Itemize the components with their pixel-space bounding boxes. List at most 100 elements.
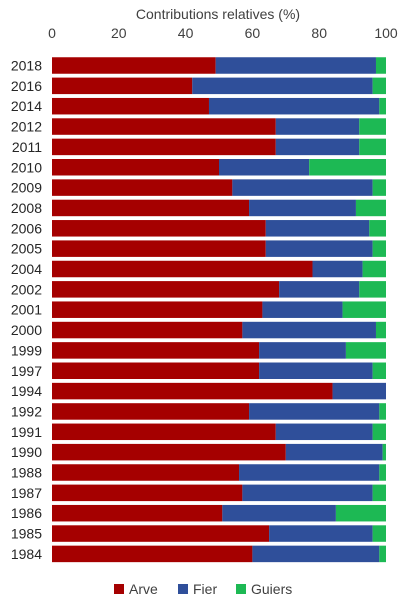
bar-segment-fier <box>259 342 346 359</box>
category-label: 1988 <box>11 465 42 481</box>
bar-segment-arve <box>52 138 276 156</box>
bar-segment-guiers <box>342 301 386 318</box>
bar-segment-fier <box>265 240 373 257</box>
x-tick-label: 40 <box>178 25 194 41</box>
bar-segment-guiers <box>309 159 386 176</box>
x-tick-label: 20 <box>111 25 127 41</box>
legend-swatch <box>178 584 188 594</box>
bar-segment-arve <box>52 525 270 542</box>
bar-segment-arve <box>52 281 280 298</box>
x-axis-ticks: 0 20 40 60 80 100 <box>48 25 398 41</box>
bar-segment-arve <box>52 199 250 217</box>
bar-segment-fier <box>279 281 360 298</box>
bar-segment-arve <box>52 464 240 481</box>
bar-segment-guiers <box>362 260 386 278</box>
bar-segment-arve <box>52 362 260 379</box>
category-label: 1991 <box>11 424 42 440</box>
bar-segment-guiers <box>359 281 386 298</box>
bar-segment-fier <box>275 118 360 135</box>
bar-segment-guiers <box>369 220 386 237</box>
bar-segment-guiers <box>355 199 386 217</box>
bar-segment-fier <box>269 525 373 542</box>
bar-segment-arve <box>52 97 209 115</box>
bar-segment-guiers <box>359 118 386 135</box>
bar-segment-guiers <box>372 423 386 441</box>
bar-segment-guiers <box>359 138 386 156</box>
bar-segment-arve <box>52 504 223 522</box>
bar-segment-fier <box>242 484 373 502</box>
bar-segment-fier <box>252 545 380 563</box>
legend-swatch <box>236 584 246 594</box>
bar-segment-fier <box>215 57 376 74</box>
bar-segment-fier <box>192 77 373 95</box>
bar-segment-guiers <box>345 342 386 359</box>
x-tick-label: 0 <box>48 25 56 41</box>
bar-segment-guiers <box>379 545 386 563</box>
bar-segment-fier <box>239 464 380 481</box>
bar-segment-fier <box>262 301 343 318</box>
x-tick-label: 80 <box>311 25 327 41</box>
bar-segment-guiers <box>335 504 386 522</box>
category-label: 1984 <box>11 546 42 562</box>
x-axis-title: Contributions relatives (%) <box>136 6 300 22</box>
category-label: 2005 <box>11 241 42 257</box>
bar-segment-fier <box>265 220 370 237</box>
bar-segment-fier <box>242 321 376 339</box>
bar-segment-guiers <box>379 403 386 420</box>
bar-segment-fier <box>219 159 310 176</box>
category-label: 2018 <box>11 58 42 74</box>
bar-segment-arve <box>52 260 313 278</box>
bar-segment-guiers <box>372 240 386 257</box>
category-label: 2016 <box>11 78 42 94</box>
bar-segment-guiers <box>372 525 386 542</box>
legend: Arve Fier Guiers <box>114 581 292 597</box>
category-label: 1992 <box>11 403 42 419</box>
category-label: 2004 <box>11 261 42 277</box>
bar-segment-arve <box>52 342 260 359</box>
x-tick-label: 60 <box>245 25 261 41</box>
bar-segment-fier <box>275 423 373 441</box>
bar-segment-arve <box>52 443 286 461</box>
category-label: 1997 <box>11 363 42 379</box>
bar-segment-arve <box>52 118 276 135</box>
bar-segment-guiers <box>372 484 386 502</box>
category-label: 2011 <box>12 139 42 155</box>
bar-segment-fier <box>222 504 336 522</box>
bar-segment-arve <box>52 179 233 196</box>
bar-segment-arve <box>52 545 253 563</box>
bar-segment-fier <box>312 260 363 278</box>
bar-segment-fier <box>275 138 360 156</box>
bar-segment-arve <box>52 403 250 420</box>
bar-segment-fier <box>285 443 383 461</box>
category-label: 1985 <box>11 526 42 542</box>
bar-segment-fier <box>249 199 356 217</box>
bar-segment-arve <box>52 484 243 502</box>
bar-segment-guiers <box>382 443 386 461</box>
bar-segment-arve <box>52 240 266 257</box>
bar-segment-arve <box>52 220 266 237</box>
bar-segment-fier <box>249 403 380 420</box>
bar-segment-arve <box>52 321 243 339</box>
category-label: 2000 <box>11 322 42 338</box>
category-label: 2014 <box>11 98 42 114</box>
category-label: 1994 <box>11 383 42 399</box>
legend-swatch <box>114 584 124 594</box>
bar-segment-arve <box>52 423 276 441</box>
bar-segment-fier <box>208 97 380 115</box>
bar-segment-fier <box>332 382 386 400</box>
category-label: 2006 <box>11 220 42 236</box>
bar-segment-guiers <box>379 464 386 481</box>
category-label: 1990 <box>11 444 42 460</box>
category-labels: 2018 2016 2014 2012 2011 2010 2009 2008 2006 2005… <box>11 58 42 562</box>
category-label: 2001 <box>11 302 42 318</box>
bars <box>52 57 386 563</box>
bar-segment-guiers <box>372 362 386 379</box>
bar-segment-arve <box>52 382 333 400</box>
legend-label: Guiers <box>251 581 292 597</box>
bar-segment-guiers <box>372 77 386 95</box>
bar-segment-guiers <box>375 57 386 74</box>
bar-segment-arve <box>52 57 216 74</box>
category-label: 1999 <box>11 342 42 358</box>
bar-segment-guiers <box>379 97 386 115</box>
category-label: 2002 <box>11 281 42 297</box>
